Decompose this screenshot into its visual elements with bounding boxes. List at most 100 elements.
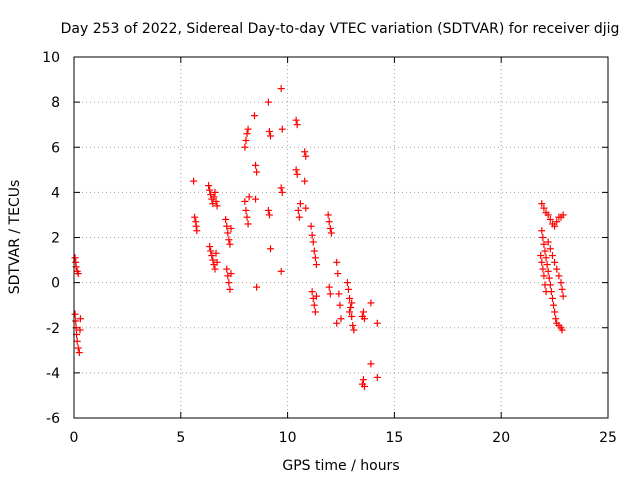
- data-point: [308, 231, 316, 239]
- data-point: [551, 258, 559, 266]
- x-tick-label: 5: [176, 430, 185, 446]
- data-point: [348, 299, 356, 307]
- data-point: [302, 152, 310, 160]
- data-point: [250, 112, 258, 120]
- data-point: [301, 177, 309, 185]
- data-point: [225, 236, 233, 244]
- x-axis-label: GPS time / hours: [282, 458, 399, 474]
- data-point: [72, 317, 80, 325]
- data-point: [551, 308, 559, 316]
- data-point: [278, 125, 286, 133]
- data-point: [373, 319, 381, 327]
- data-point: [311, 254, 319, 262]
- data-point: [213, 258, 221, 266]
- data-point: [559, 211, 567, 219]
- data-point: [73, 337, 81, 345]
- y-tick-label: 6: [51, 140, 60, 156]
- y-tick-label: -2: [46, 321, 60, 337]
- data-point: [538, 227, 546, 235]
- y-tick-labels: -6 -4 -2 0 2 4 6 8 10: [42, 50, 60, 427]
- data-point: [292, 116, 300, 124]
- data-point: [307, 222, 315, 230]
- data-point: [308, 288, 316, 296]
- data-point: [360, 315, 368, 323]
- data-point: [346, 294, 354, 302]
- data-point: [265, 127, 273, 135]
- data-point: [71, 254, 79, 262]
- data-point: [540, 204, 548, 212]
- data-point: [540, 272, 548, 280]
- data-point: [540, 240, 548, 248]
- data-point: [539, 265, 547, 273]
- x-tick-label: 0: [70, 430, 79, 446]
- data-point: [552, 315, 560, 323]
- data-point: [539, 234, 547, 241]
- data-points: [71, 85, 567, 390]
- data-point: [367, 360, 375, 368]
- data-point: [264, 98, 272, 106]
- data-point: [335, 290, 343, 298]
- data-point: [343, 279, 351, 287]
- data-point: [557, 279, 565, 287]
- data-point: [264, 206, 272, 214]
- y-tick-label: 10: [42, 50, 60, 66]
- chart-title: Day 253 of 2022, Sidereal Day-to-day VTE…: [61, 21, 620, 37]
- data-point: [206, 243, 214, 251]
- x-tick-label: 15: [385, 430, 403, 446]
- data-point: [311, 308, 319, 316]
- data-point: [548, 294, 556, 302]
- data-point: [546, 245, 554, 253]
- y-axis-label: SDTVAR / TECUs: [7, 180, 23, 295]
- data-point: [208, 252, 216, 260]
- data-point: [243, 213, 251, 221]
- data-point: [558, 326, 566, 334]
- data-point: [244, 220, 252, 228]
- data-point: [559, 292, 567, 300]
- data-point: [555, 272, 563, 280]
- data-point: [227, 224, 235, 232]
- data-point: [292, 166, 300, 174]
- data-point: [227, 270, 235, 278]
- data-point: [537, 252, 545, 260]
- y-tick-label: 8: [51, 95, 60, 111]
- data-point: [543, 261, 551, 269]
- data-point: [76, 315, 84, 323]
- data-point: [212, 249, 220, 257]
- data-point: [76, 326, 84, 334]
- data-point: [74, 344, 82, 352]
- data-point: [252, 161, 260, 169]
- x-tick-label: 20: [492, 430, 510, 446]
- data-point: [333, 258, 341, 266]
- data-point: [336, 301, 344, 309]
- data-point: [538, 258, 546, 266]
- data-point: [293, 170, 301, 178]
- data-point: [548, 252, 556, 260]
- data-point: [277, 184, 285, 192]
- data-point: [244, 125, 252, 133]
- data-point: [553, 265, 561, 273]
- data-point: [550, 301, 558, 309]
- data-point: [295, 213, 303, 221]
- data-point: [265, 211, 273, 219]
- data-point: [367, 299, 375, 307]
- data-point: [245, 193, 253, 201]
- data-point: [544, 267, 552, 275]
- data-point: [193, 227, 201, 235]
- data-point: [302, 204, 310, 212]
- data-point: [310, 301, 318, 309]
- data-point: [241, 143, 249, 151]
- data-point: [226, 240, 234, 248]
- data-point: [209, 256, 217, 264]
- data-point: [312, 261, 320, 269]
- data-point: [296, 200, 304, 208]
- data-point: [326, 224, 334, 232]
- data-point: [545, 274, 553, 282]
- data-point: [324, 211, 332, 219]
- data-point: [310, 247, 318, 255]
- data-point: [243, 130, 251, 138]
- data-point: [224, 229, 232, 237]
- data-point: [333, 319, 341, 327]
- data-point: [206, 186, 214, 194]
- data-point: [225, 279, 233, 287]
